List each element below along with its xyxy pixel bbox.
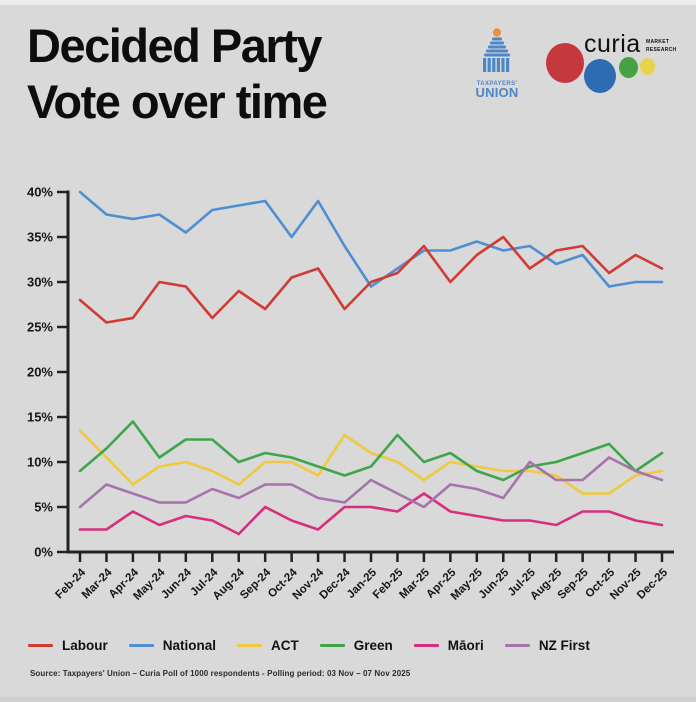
y-axis-tick-label: 15% <box>27 410 53 425</box>
taxpayers-union-logo: TAXPAYERS' UNION <box>466 28 528 99</box>
x-axis-tick-label: Dec-25 <box>635 566 671 602</box>
y-axis-tick-label: 10% <box>27 455 53 470</box>
bottom-edge-strip <box>0 697 696 702</box>
legend-label: Green <box>353 638 393 653</box>
legend-item-nz-first: NZ First <box>504 638 590 653</box>
curia-green-circle <box>619 57 638 78</box>
chart-legend: Labour National ACT Green Māori NZ First <box>28 638 590 653</box>
y-axis-tick-label: 40% <box>27 185 53 200</box>
x-axis-tick-label: Jun-24 <box>159 566 194 601</box>
legend-item-national: National <box>128 638 217 653</box>
legend-item-act: ACT <box>237 638 299 653</box>
curia-sub-line-1: MARKET <box>646 39 670 45</box>
title-line-2: Vote over time <box>27 75 328 129</box>
y-axis-tick-label: 20% <box>27 365 53 380</box>
y-axis-tick-label: 5% <box>34 500 53 515</box>
legend-label: ACT <box>271 638 299 653</box>
curia-red-circle <box>546 43 584 83</box>
legend-label: Māori <box>447 638 484 653</box>
beehive-icon <box>483 28 510 72</box>
legend-swatch <box>413 644 439 647</box>
legend-swatch <box>319 644 345 647</box>
series-line-nz-first <box>78 456 664 509</box>
y-axis-tick-label: 30% <box>27 275 53 290</box>
legend-label: NZ First <box>538 638 590 653</box>
legend-label: National <box>162 638 217 653</box>
page-title: Decided Party Vote over time <box>27 18 328 131</box>
tpu-logo-text-1: TAXPAYERS' <box>476 81 518 87</box>
source-note: Source: Taxpayers' Union – Curia Poll of… <box>30 669 411 678</box>
legend-item-māori: Māori <box>413 638 484 653</box>
series-line-act <box>78 429 664 495</box>
curia-blue-circle <box>584 59 616 93</box>
curia-wordmark: curia <box>584 30 641 58</box>
legend-swatch <box>128 644 154 647</box>
series-line-labour <box>78 235 664 324</box>
x-axis-tick-label: Jun-25 <box>477 566 512 601</box>
y-axis-tick-label: 35% <box>27 230 53 245</box>
series-line-green <box>78 420 664 482</box>
curia-logo: curia MARKET RESEARCH <box>540 30 690 100</box>
series-line-māori <box>78 492 664 536</box>
y-axis-tick-label: 0% <box>34 545 53 560</box>
legend-item-green: Green <box>319 638 393 653</box>
curia-sub-line-2: RESEARCH <box>646 46 677 53</box>
x-axis-tick-label: Sep-24 <box>238 566 274 602</box>
party-vote-line-chart: 0%5%10%15%20%25%30%35%40%Feb-24Mar-24Apr… <box>27 185 674 603</box>
legend-swatch <box>237 644 263 647</box>
tpu-logo-text-2: UNION <box>475 85 519 100</box>
curia-yellow-circle <box>640 58 655 75</box>
y-axis-tick-label: 25% <box>27 320 53 335</box>
legend-swatch <box>504 644 530 647</box>
curia-sub-text: MARKET RESEARCH <box>646 39 676 54</box>
legend-label: Labour <box>62 638 108 653</box>
legend-item-labour: Labour <box>28 638 108 653</box>
title-line-1: Decided Party <box>27 19 322 72</box>
x-axis-tick-label: Sep-25 <box>556 566 592 602</box>
legend-swatch <box>28 644 53 647</box>
series-line-national <box>78 190 664 288</box>
top-edge-strip <box>0 0 696 5</box>
